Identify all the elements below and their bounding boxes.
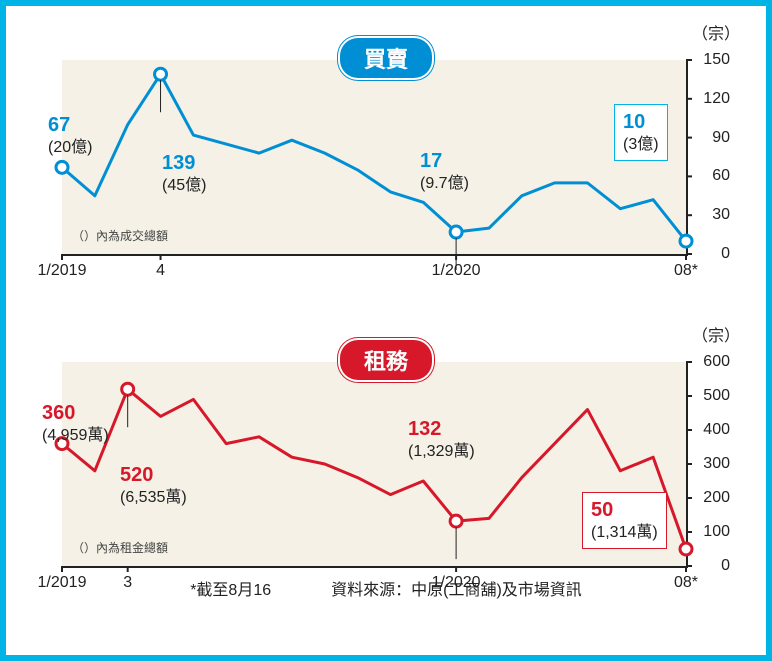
- x-tick: 08*: [674, 262, 698, 280]
- y-tick: 150: [703, 51, 730, 69]
- sales-note: （）內為成交總額: [72, 227, 168, 244]
- x-tick: 1/2020: [432, 262, 481, 280]
- y-tick: 500: [703, 387, 730, 405]
- rental-chart: （宗） 租務 （）內為租金總額 01002003004005006001/201…: [36, 326, 736, 606]
- x-tick: 1/2019: [38, 262, 87, 280]
- source: 資料來源：中原(工商舖)及市場資訊: [331, 576, 582, 600]
- sales-badge: 買賣: [340, 38, 432, 78]
- y-tick: 30: [712, 206, 730, 224]
- callout: 67(20億): [48, 112, 92, 159]
- chart-frame: （宗） 買賣 （）內為成交總額 03060901201501/201941/20…: [0, 0, 772, 661]
- unit-label: （宗）: [692, 20, 740, 44]
- sales-chart: （宗） 買賣 （）內為成交總額 03060901201501/201941/20…: [36, 24, 736, 294]
- rental-badge: 租務: [340, 340, 432, 380]
- callout: 17(9.7億): [420, 148, 469, 195]
- sales-line: [62, 60, 686, 254]
- y-tick: 300: [703, 455, 730, 473]
- callout: 132(1,329萬): [408, 416, 475, 463]
- chart-footer: *截至8月16 資料來源：中原(工商舖)及市場資訊: [36, 576, 736, 600]
- y-tick: 0: [721, 245, 730, 263]
- y-tick: 400: [703, 421, 730, 439]
- y-tick: 60: [712, 167, 730, 185]
- callout: 360(4,959萬): [42, 400, 109, 447]
- y-tick: 100: [703, 523, 730, 541]
- rental-note: （）內為租金總額: [72, 539, 168, 556]
- y-tick: 200: [703, 489, 730, 507]
- unit-label: （宗）: [692, 322, 740, 346]
- sales-plot: （）內為成交總額 03060901201501/201941/202008*67…: [62, 60, 688, 256]
- callout: 50(1,314萬): [582, 492, 667, 549]
- callout: 520(6,535萬): [120, 462, 187, 509]
- callout: 10(3億): [614, 104, 668, 161]
- rental-plot: （）內為租金總額 01002003004005006001/201931/202…: [62, 362, 688, 568]
- y-tick: 600: [703, 353, 730, 371]
- x-tick: 4: [156, 262, 165, 280]
- y-tick: 0: [721, 557, 730, 575]
- y-tick: 120: [703, 90, 730, 108]
- callout: 139(45億): [162, 150, 206, 197]
- footnote: *截至8月16: [190, 576, 271, 600]
- y-tick: 90: [712, 129, 730, 147]
